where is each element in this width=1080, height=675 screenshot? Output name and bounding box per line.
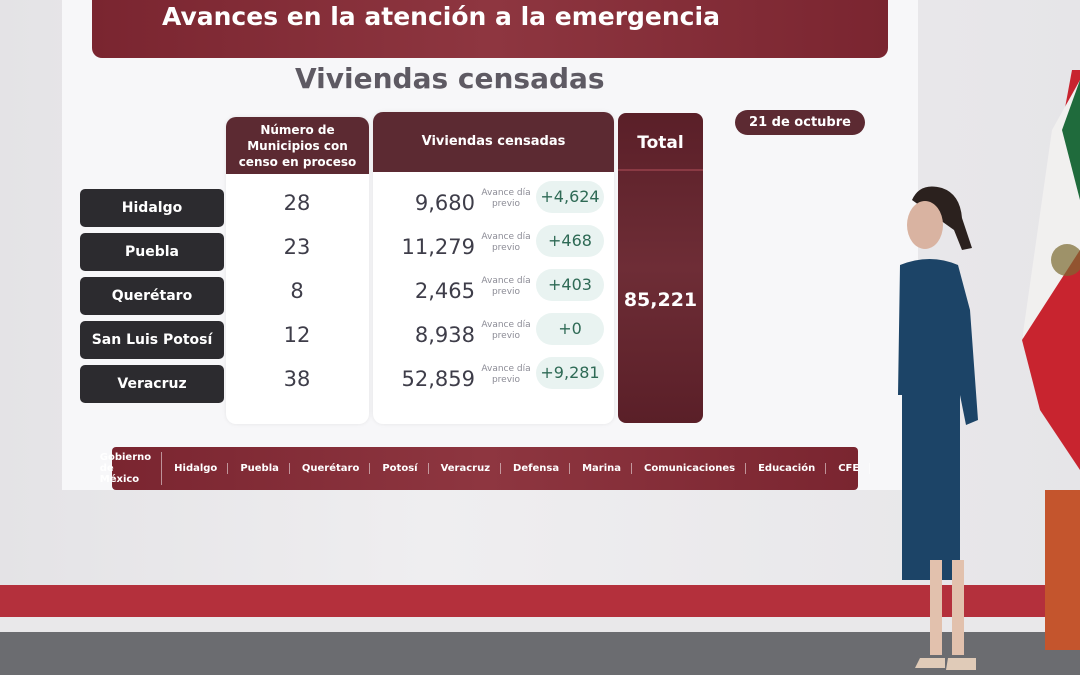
logo-item: Gobierno de México <box>100 452 163 485</box>
logo-item: CFE <box>838 463 871 474</box>
mexican-flag <box>1022 70 1080 470</box>
stage-red-band <box>0 585 1050 617</box>
logo-item: Comunicaciones <box>644 463 747 474</box>
viviendas-value: 11,279 <box>401 235 475 259</box>
avance-label: Avance día previo <box>481 232 531 253</box>
delta-badge: +0 <box>536 313 604 345</box>
state-label: Puebla <box>80 233 224 271</box>
viviendas-column: Viviendas censadas <box>373 112 614 424</box>
viviendas-value: 2,465 <box>414 279 475 303</box>
state-label: Querétaro <box>80 277 224 315</box>
delta-badge: +403 <box>536 269 604 301</box>
logos-strip: Gobierno de México Hidalgo Puebla Querétaro… <box>100 447 871 490</box>
logo-item: Marina <box>582 463 633 474</box>
municipios-value: 8 <box>290 279 304 303</box>
state-label: San Luis Potosí <box>80 321 224 359</box>
municipios-value: 23 <box>283 235 311 259</box>
avance-label: Avance día previo <box>481 188 531 209</box>
logo-item: Defensa <box>513 463 571 474</box>
avance-label: Avance día previo <box>481 364 531 385</box>
municipios-value: 28 <box>283 191 311 215</box>
state-label: Hidalgo <box>80 189 224 227</box>
municipios-header: Número de Municipios con censo en proces… <box>226 117 369 174</box>
viviendas-header: Viviendas censadas <box>373 112 614 172</box>
delta-badge: +9,281 <box>536 357 604 389</box>
municipios-value: 38 <box>283 367 311 391</box>
logo-item: Querétaro <box>302 463 371 474</box>
state-label: Veracruz <box>80 365 224 403</box>
logo-item: Veracruz <box>441 463 502 474</box>
delta-badge: +4,624 <box>536 181 604 213</box>
avance-label: Avance día previo <box>481 276 531 297</box>
date-badge: 21 de octubre <box>735 110 865 135</box>
slide-subtitle: Viviendas censadas <box>295 62 605 95</box>
municipios-value: 12 <box>283 323 311 347</box>
viviendas-value: 8,938 <box>414 323 475 347</box>
presenter-figure <box>898 186 978 670</box>
total-value: 85,221 <box>623 289 698 311</box>
viviendas-value: 9,680 <box>414 191 475 215</box>
avance-label: Avance día previo <box>481 320 531 341</box>
floor <box>0 632 1080 675</box>
total-header: Total <box>618 113 703 171</box>
logo-item: Puebla <box>240 463 290 474</box>
delta-badge: +468 <box>536 225 604 257</box>
viviendas-value: 52,859 <box>401 367 475 391</box>
slide-title: Avances en la atención a la emergencia <box>92 0 888 58</box>
total-column: Total 85,221 <box>618 113 703 423</box>
municipios-column: Número de Municipios con censo en proces… <box>226 117 369 424</box>
podium <box>1045 490 1080 650</box>
logo-item: Hidalgo <box>174 463 229 474</box>
logo-item: Educación <box>758 463 827 474</box>
logo-item: Potosí <box>382 463 429 474</box>
